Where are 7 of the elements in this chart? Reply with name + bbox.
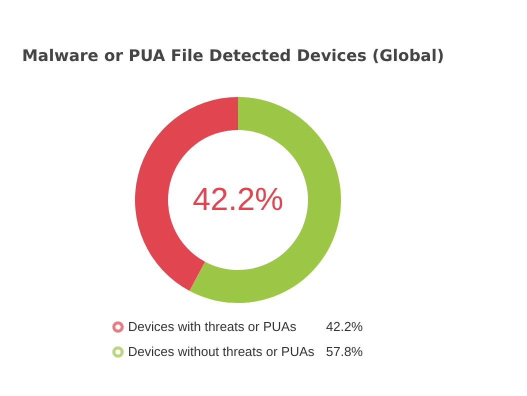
data-label: 42.2%	[326, 319, 364, 334]
donut-slice	[190, 97, 341, 303]
legend-label: Devices with threats or PUAs	[128, 319, 297, 334]
legend-label: Devices without threats or PUAs	[128, 344, 315, 359]
text: 42.2%	[192, 181, 284, 217]
data-label: 57.8%	[326, 344, 364, 359]
chart-title: Malware or PUA File Detected Devices (Global)	[22, 46, 444, 65]
